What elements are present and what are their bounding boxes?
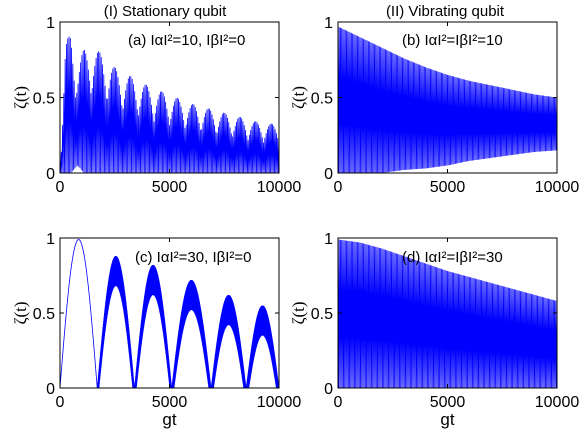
panel-c: 0 0.5 1 0 5000 10000 ζ(t) gt (c) IαI²=30, IβI²=0 bbox=[11, 231, 301, 429]
data-series-line bbox=[337, 239, 558, 389]
panel-annotation: (a) IαI²=10, IβI²=0 bbox=[128, 32, 245, 49]
x-tick-label: 0 bbox=[56, 394, 65, 411]
x-tick-label: 0 bbox=[56, 179, 65, 196]
y-tick-label: 1 bbox=[46, 15, 55, 32]
x-tick-label: 5000 bbox=[430, 179, 466, 196]
x-tick-label: 10000 bbox=[535, 179, 580, 196]
y-tick-label: 1 bbox=[324, 15, 333, 32]
y-tick-label: 1 bbox=[324, 231, 333, 248]
y-tick-label: 0.5 bbox=[33, 91, 55, 108]
y-tick-label: 0 bbox=[46, 381, 55, 398]
panel-annotation: (d) IαI²=IβI²=30 bbox=[402, 249, 503, 266]
x-axis-label: gt bbox=[440, 410, 454, 429]
y-axis-label: ζ(t) bbox=[11, 301, 30, 324]
x-tick-label: 0 bbox=[334, 179, 343, 196]
x-tick-label: 10000 bbox=[535, 394, 580, 411]
y-tick-label: 1 bbox=[46, 231, 55, 248]
data-series-line bbox=[60, 36, 280, 174]
data-series-line bbox=[59, 239, 280, 389]
x-tick-label: 5000 bbox=[430, 394, 466, 411]
panel-a: 0 0.5 1 0 5000 10000 ζ(t) (a) IαI²=10, IβI²=0 bbox=[11, 15, 301, 196]
column-title-vibrating: (II) Vibrating qubit bbox=[386, 3, 505, 20]
panel-b: 0 0.5 1 0 5000 10000 ζ(t) (b) IαI²=IβI²=10 bbox=[289, 15, 579, 196]
column-title-stationary: (I) Stationary qubit bbox=[104, 3, 227, 20]
panel-annotation: (c) IαI²=30, IβI²=0 bbox=[135, 249, 252, 266]
panel-d: 0 0.5 1 0 5000 10000 ζ(t) gt (d) IαI²=IβI²=30 bbox=[289, 231, 579, 429]
x-tick-label: 10000 bbox=[257, 179, 302, 196]
x-axis-label: gt bbox=[162, 410, 176, 429]
x-tick-label: 10000 bbox=[257, 394, 302, 411]
x-tick-label: 5000 bbox=[152, 179, 188, 196]
y-axis-label: ζ(t) bbox=[289, 86, 308, 109]
y-tick-label: 0 bbox=[324, 166, 333, 183]
x-tick-label: 5000 bbox=[152, 394, 188, 411]
y-axis-label: ζ(t) bbox=[11, 86, 30, 109]
y-axis-label: ζ(t) bbox=[289, 301, 308, 324]
x-tick-label: 0 bbox=[334, 394, 343, 411]
y-tick-label: 0.5 bbox=[311, 91, 333, 108]
panel-annotation: (b) IαI²=IβI²=10 bbox=[402, 32, 503, 49]
y-tick-label: 0 bbox=[46, 166, 55, 183]
data-series-line bbox=[337, 26, 558, 174]
y-tick-label: 0 bbox=[324, 381, 333, 398]
y-tick-label: 0.5 bbox=[33, 306, 55, 323]
y-tick-label: 0.5 bbox=[311, 306, 333, 323]
